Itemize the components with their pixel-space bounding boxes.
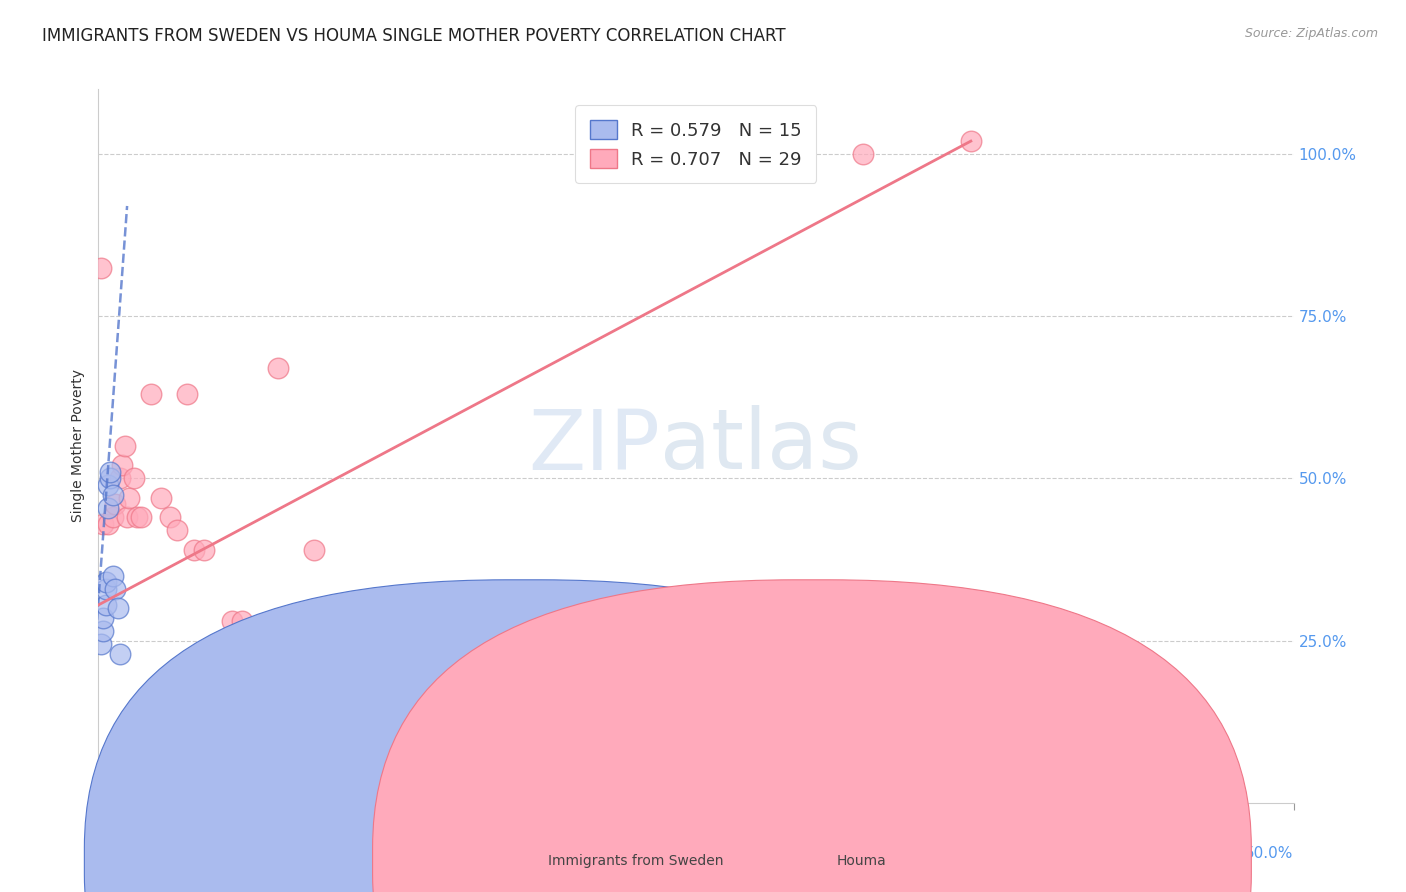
Point — [183, 542, 205, 557]
Point — [124, 471, 146, 485]
Point — [176, 387, 198, 401]
Point — [354, 621, 377, 635]
Point — [90, 260, 112, 275]
Point — [159, 510, 181, 524]
Y-axis label: Single Mother Poverty: Single Mother Poverty — [70, 369, 84, 523]
Point — [108, 647, 131, 661]
Point — [131, 510, 153, 524]
Point — [231, 614, 253, 628]
Point — [90, 637, 112, 651]
Legend: R = 0.579   N = 15, R = 0.707   N = 29: R = 0.579 N = 15, R = 0.707 N = 29 — [575, 105, 817, 183]
Point — [101, 510, 124, 524]
Point — [101, 488, 124, 502]
Point — [101, 568, 124, 582]
Point — [97, 500, 120, 515]
Point — [94, 598, 117, 612]
Point — [267, 361, 290, 376]
Point — [139, 387, 162, 401]
Text: atlas: atlas — [661, 406, 862, 486]
Text: IMMIGRANTS FROM SWEDEN VS HOUMA SINGLE MOTHER POVERTY CORRELATION CHART: IMMIGRANTS FROM SWEDEN VS HOUMA SINGLE M… — [42, 27, 786, 45]
Point — [114, 439, 136, 453]
Point — [125, 510, 148, 524]
Point — [959, 134, 981, 148]
Point — [193, 542, 215, 557]
Point — [97, 478, 120, 492]
Point — [107, 601, 129, 615]
Point — [852, 147, 875, 161]
Text: 0.0%: 0.0% — [98, 846, 138, 861]
Point — [91, 516, 114, 531]
Point — [108, 471, 131, 485]
Point — [91, 611, 114, 625]
Point — [91, 624, 114, 638]
Text: Immigrants from Sweden: Immigrants from Sweden — [548, 854, 724, 868]
Point — [115, 510, 138, 524]
Point — [118, 491, 141, 505]
Point — [111, 458, 134, 473]
Text: ZIP: ZIP — [529, 406, 661, 486]
Text: Source: ZipAtlas.com: Source: ZipAtlas.com — [1244, 27, 1378, 40]
Text: Houma: Houma — [837, 854, 886, 868]
Point — [97, 516, 120, 531]
Point — [94, 582, 117, 596]
Point — [98, 465, 122, 479]
Point — [221, 614, 243, 628]
Text: 50.0%: 50.0% — [1246, 846, 1294, 861]
Point — [302, 542, 325, 557]
Point — [104, 582, 127, 596]
Point — [149, 491, 172, 505]
Point — [94, 575, 117, 590]
Point — [104, 497, 127, 511]
Point — [211, 698, 233, 713]
Point — [166, 524, 188, 538]
Point — [446, 718, 468, 732]
Point — [98, 471, 122, 485]
